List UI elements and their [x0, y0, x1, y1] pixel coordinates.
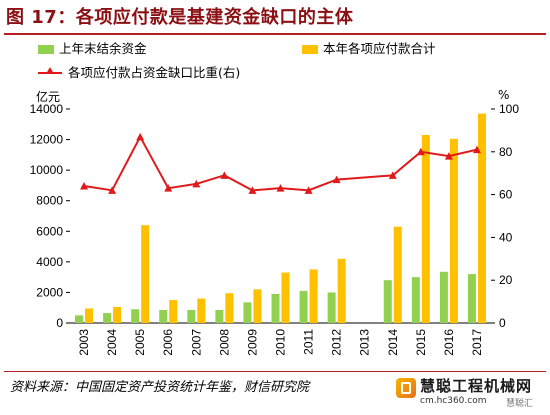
- y-right-tick-label: 20: [499, 273, 513, 287]
- series3-marker: [332, 175, 341, 184]
- y-right-tick-label: 60: [499, 188, 513, 202]
- bar-series2: [85, 308, 94, 323]
- left-axis-unit: 亿元: [36, 90, 61, 104]
- bar-series2: [225, 293, 234, 323]
- source-note: 资料来源：中国固定资产投资统计年鉴，财信研究院: [10, 380, 310, 395]
- series3-marker: [416, 147, 425, 156]
- series3-marker: [444, 152, 453, 160]
- y-left-tick-label: 6000: [36, 224, 63, 238]
- watermark-name: 慧聪工程机械网: [420, 377, 533, 395]
- hc360-logo-icon: [396, 378, 416, 398]
- series3-marker: [136, 132, 145, 141]
- bar-series2: [393, 226, 402, 323]
- bar-series2: [169, 300, 178, 323]
- bar-series2: [309, 269, 318, 323]
- bar-series2: [449, 138, 458, 323]
- y-right-tick-label: 0: [499, 316, 506, 330]
- bar-series2: [141, 225, 150, 323]
- series3-marker: [248, 186, 257, 194]
- x-tick-label: 2012: [330, 329, 344, 356]
- bar-series1: [215, 310, 224, 323]
- series3-marker: [164, 184, 173, 192]
- chart-plot: 0 2000 4000 6000 8000 10000 12000 14000 0 20 40 60 8…: [30, 102, 520, 356]
- x-tick-label: 2006: [161, 329, 175, 356]
- x-tick-label: 2005: [133, 329, 147, 356]
- bar-series2: [477, 113, 486, 323]
- x-tick-label: 2008: [217, 329, 231, 356]
- y-left-tick-label: 8000: [36, 194, 63, 208]
- legend-label-series2: 本年各项应付款合计: [323, 41, 436, 56]
- legend-label-series3: 各项应付款占资金缺口比重(右): [68, 65, 241, 80]
- y-right-tick-label: 100: [499, 102, 519, 116]
- title-divider: [4, 33, 546, 35]
- y-right-tick-label: 80: [499, 145, 513, 159]
- watermark: 慧聪工程机械网 cm.hc360.com 慧聪汇: [396, 373, 548, 413]
- x-tick-label: 2015: [414, 329, 428, 356]
- bar-series2: [421, 134, 430, 323]
- x-tick-label: 2016: [442, 329, 456, 356]
- y-left-tick-label: 2000: [36, 285, 63, 299]
- x-tick-label: 2009: [245, 329, 259, 356]
- bar-series1: [327, 292, 336, 323]
- triangle-marker-icon: [46, 67, 54, 74]
- bar-series2: [337, 258, 346, 323]
- y-right-tick-label: 40: [499, 230, 513, 244]
- x-tick-label: 2017: [470, 329, 484, 356]
- bar-series2: [281, 272, 290, 323]
- series3-marker: [388, 171, 397, 179]
- legend-swatch-series2: [302, 45, 318, 54]
- bar-series1: [131, 309, 140, 323]
- chart-legend: 上年末结余资金 本年各项应付款合计 各项应付款占资金缺口比重(右): [0, 40, 550, 92]
- y-left-tick-label: 10000: [30, 163, 64, 177]
- y-left-tick-label: 12000: [30, 133, 64, 147]
- right-axis-unit: %: [498, 88, 510, 102]
- series3-marker: [80, 182, 89, 190]
- bar-series1: [271, 293, 280, 323]
- bar-series1: [243, 302, 252, 323]
- x-tick-label: 2014: [386, 329, 400, 356]
- legend-swatch-series1: [38, 45, 54, 54]
- x-tick-label: 2007: [189, 329, 203, 356]
- bar-series2: [253, 289, 262, 323]
- chart-title: 图 17：各项应付款是基建资金缺口的主体: [6, 7, 354, 28]
- bar-series1: [103, 313, 112, 323]
- y-left-tick-label: 0: [56, 316, 63, 330]
- series3-marker: [220, 171, 229, 179]
- x-tick-label: 2013: [358, 329, 372, 356]
- bar-series1: [411, 277, 420, 323]
- watermark-side: 慧聪汇: [506, 399, 534, 409]
- source-divider: [4, 371, 546, 372]
- x-tick-label: 2004: [105, 329, 119, 356]
- bar-series2: [197, 298, 206, 323]
- series3-marker: [472, 145, 481, 154]
- y-left-tick-label: 4000: [36, 255, 63, 269]
- series3-marker: [276, 184, 285, 192]
- watermark-url: cm.hc360.com: [420, 396, 487, 406]
- series3-marker: [192, 179, 201, 188]
- series3-marker: [304, 186, 313, 194]
- legend-label-series1: 上年末结余资金: [59, 41, 147, 56]
- bar-series1: [187, 310, 196, 323]
- series3-line: [83, 134, 478, 192]
- series3-marker: [108, 186, 117, 194]
- bar-series1: [439, 271, 448, 323]
- bar-series1: [75, 315, 84, 323]
- bar-series1: [299, 290, 308, 323]
- bar-series2: [113, 306, 122, 323]
- bar-series1: [467, 274, 476, 323]
- x-tick-label: 2011: [302, 329, 316, 355]
- bar-series1: [159, 310, 168, 323]
- x-tick-label: 2010: [274, 329, 288, 356]
- bar-series1: [383, 280, 392, 323]
- x-tick-label: 2003: [77, 329, 91, 356]
- y-left-tick-label: 14000: [30, 102, 64, 116]
